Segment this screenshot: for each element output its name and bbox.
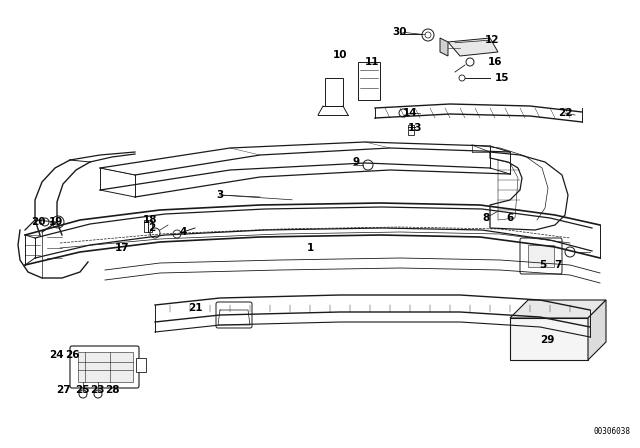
Text: 10: 10: [333, 50, 348, 60]
Polygon shape: [440, 38, 448, 56]
Bar: [78, 352, 133, 382]
Text: 28: 28: [105, 385, 119, 395]
Text: 18: 18: [143, 215, 157, 225]
Text: 00306038: 00306038: [593, 427, 630, 436]
Text: 19: 19: [49, 217, 63, 227]
Text: 22: 22: [557, 108, 572, 118]
Text: 13: 13: [408, 123, 422, 133]
Text: 30: 30: [393, 27, 407, 37]
Text: 26: 26: [65, 350, 79, 360]
Bar: [144, 220, 152, 232]
Text: 9: 9: [353, 157, 360, 167]
Text: 4: 4: [179, 227, 187, 237]
Polygon shape: [448, 38, 498, 56]
Text: 6: 6: [506, 213, 514, 223]
Text: 15: 15: [495, 73, 509, 83]
Text: 1: 1: [307, 243, 314, 253]
Text: 20: 20: [31, 217, 45, 227]
Text: 17: 17: [115, 243, 129, 253]
Bar: [358, 62, 380, 100]
Text: 12: 12: [484, 35, 499, 45]
Text: 27: 27: [56, 385, 70, 395]
Text: 8: 8: [483, 213, 490, 223]
Bar: [528, 245, 554, 267]
Text: 23: 23: [90, 385, 104, 395]
FancyBboxPatch shape: [70, 346, 139, 388]
Polygon shape: [510, 300, 606, 318]
FancyBboxPatch shape: [520, 238, 562, 274]
Text: 5: 5: [540, 260, 547, 270]
Bar: [510, 318, 588, 360]
Bar: [408, 125, 414, 135]
Text: 25: 25: [75, 385, 89, 395]
Text: 2: 2: [148, 223, 156, 233]
Bar: [325, 78, 343, 106]
Text: 29: 29: [540, 335, 554, 345]
Text: 21: 21: [188, 303, 202, 313]
Text: 3: 3: [216, 190, 223, 200]
Text: 24: 24: [49, 350, 63, 360]
Text: 16: 16: [488, 57, 502, 67]
Bar: [136, 358, 146, 372]
Text: 14: 14: [403, 108, 417, 118]
Text: 11: 11: [365, 57, 380, 67]
Polygon shape: [588, 300, 606, 360]
Text: 7: 7: [554, 260, 562, 270]
FancyBboxPatch shape: [216, 302, 252, 328]
